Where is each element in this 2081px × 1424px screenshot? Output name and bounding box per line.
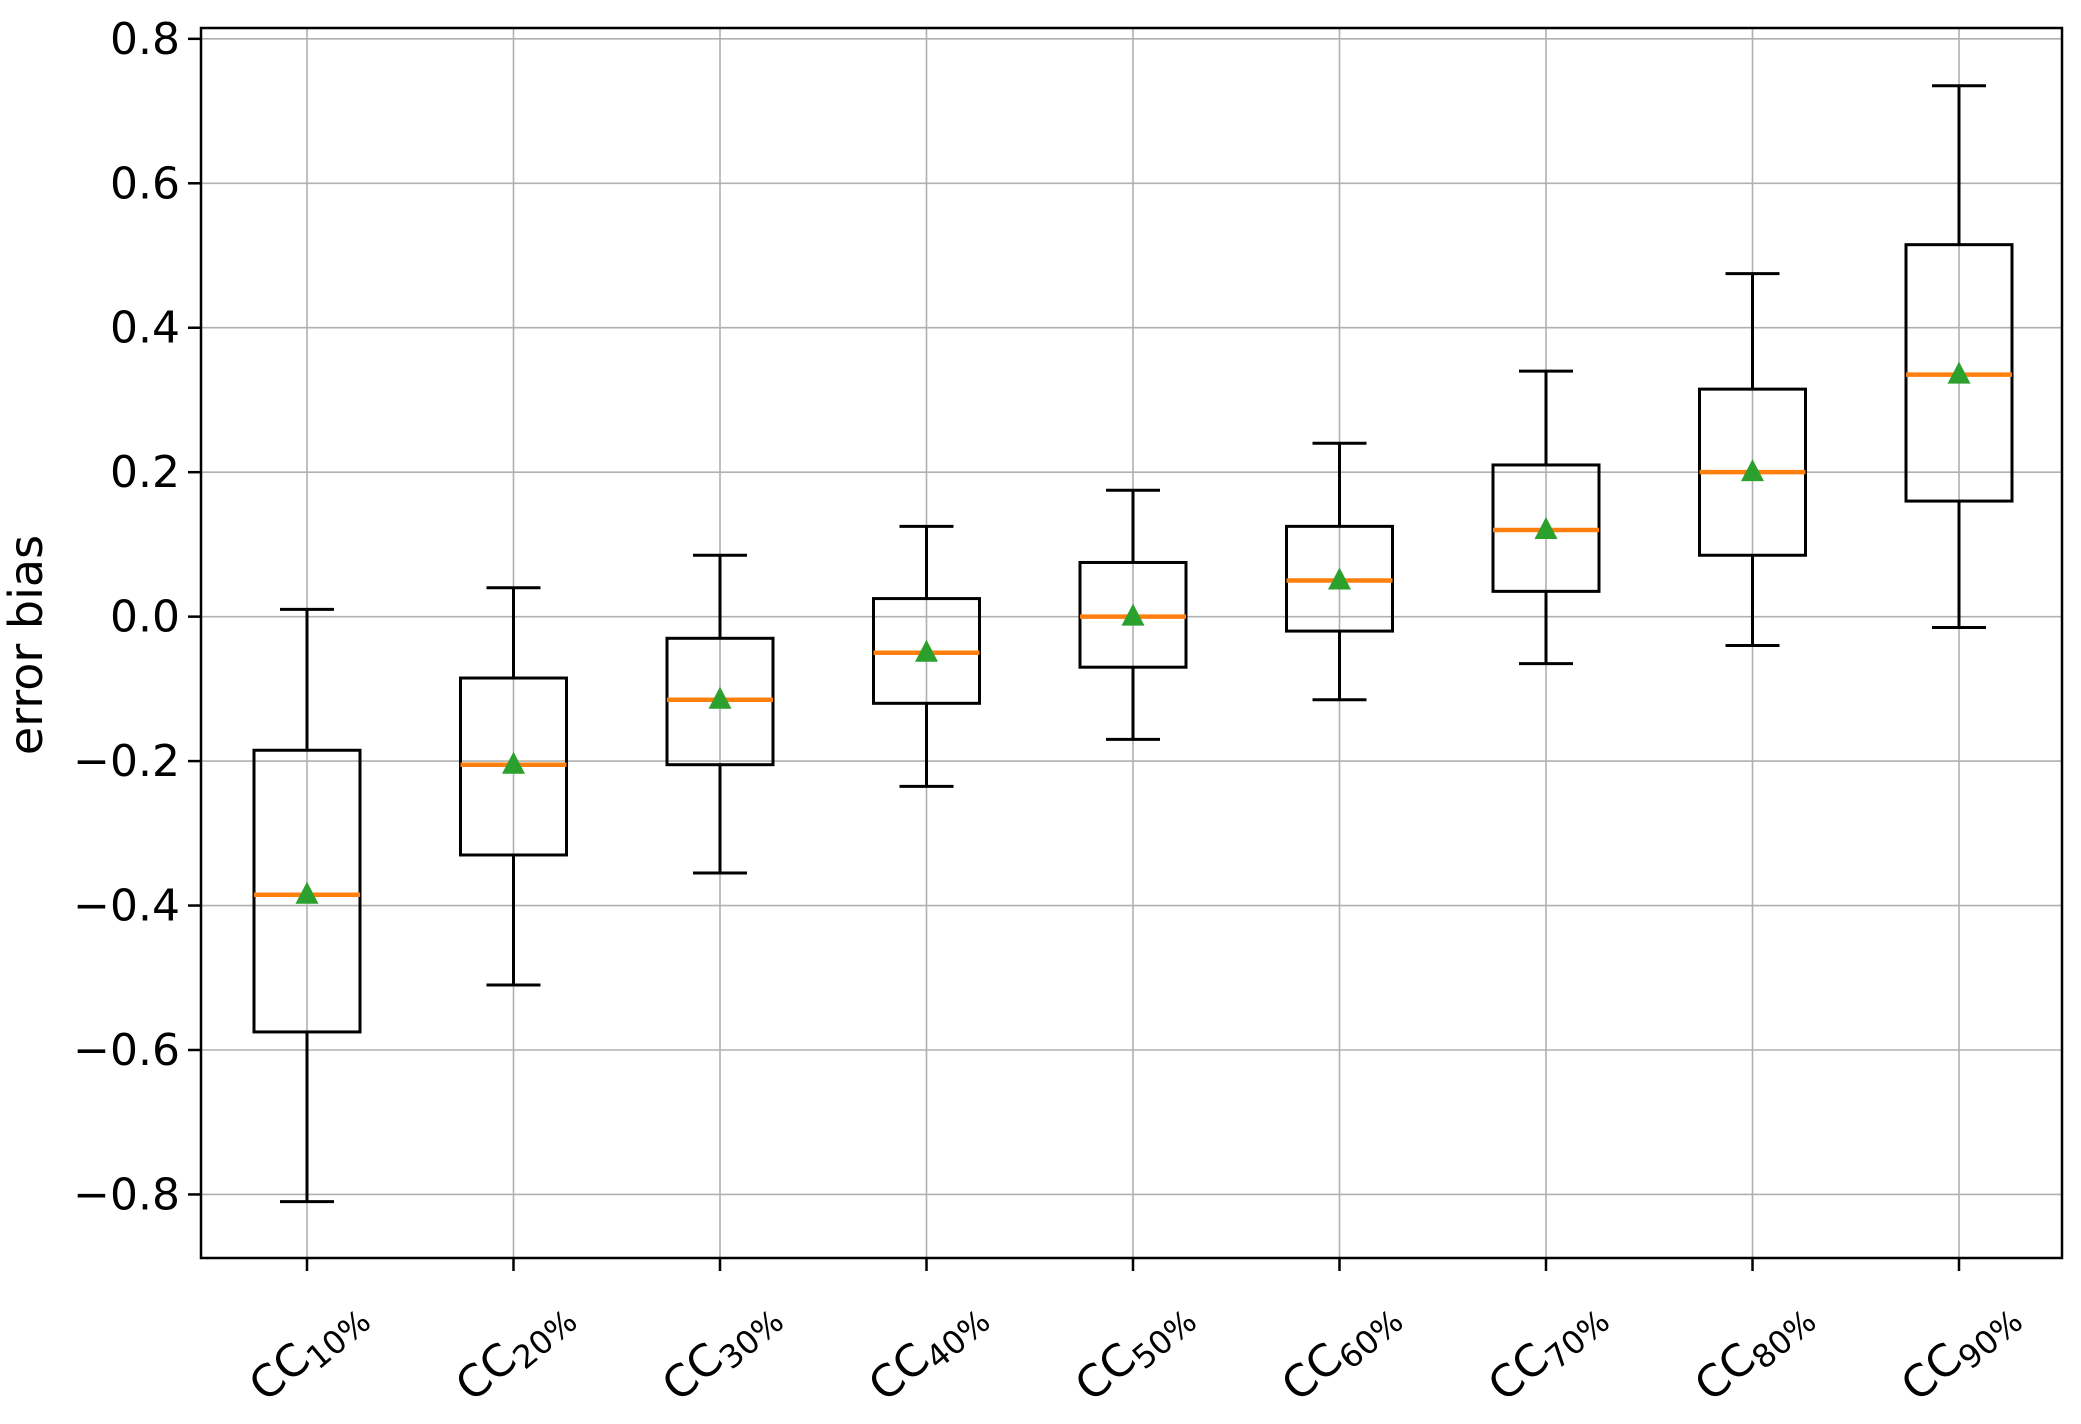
plot-border: [199, 26, 2064, 1260]
y-tick-label: 0.6: [110, 158, 180, 209]
box-group-CC60%: [1285, 441, 1394, 702]
y-tick-label: 0.0: [110, 592, 180, 643]
iqr-box: [252, 748, 362, 1034]
y-tick-label: −0.6: [73, 1025, 180, 1076]
mean-marker-icon: [708, 686, 732, 709]
mean-marker-icon: [1947, 361, 1971, 384]
mean-marker-icon: [915, 639, 938, 662]
mean-marker-icon: [502, 751, 525, 774]
y-tick-label: 0.8: [110, 14, 180, 65]
box-group-CC20%: [459, 586, 568, 987]
mean-marker-icon: [1121, 603, 1145, 626]
mean-marker-icon: [1328, 567, 1351, 590]
box-group-CC90%: [1904, 84, 2014, 629]
y-tick-label: 0.4: [110, 303, 180, 354]
y-axis-label: error bias: [0, 535, 53, 755]
mean-marker-icon: [1741, 459, 1764, 482]
mean-marker-icon: [295, 881, 319, 904]
mean-marker-icon: [1534, 516, 1558, 539]
y-tick-label: −0.2: [73, 736, 180, 787]
box-group-CC10%: [252, 607, 362, 1204]
box-group-CC40%: [872, 524, 981, 788]
y-tick-label: −0.4: [73, 881, 180, 932]
y-tick-label: −0.8: [73, 1169, 180, 1220]
box-group-CC80%: [1698, 272, 1807, 648]
box-group-CC70%: [1491, 369, 1601, 666]
box-group-CC30%: [665, 553, 775, 875]
box-group-CC50%: [1078, 488, 1188, 741]
y-tick-label: 0.2: [110, 447, 180, 498]
